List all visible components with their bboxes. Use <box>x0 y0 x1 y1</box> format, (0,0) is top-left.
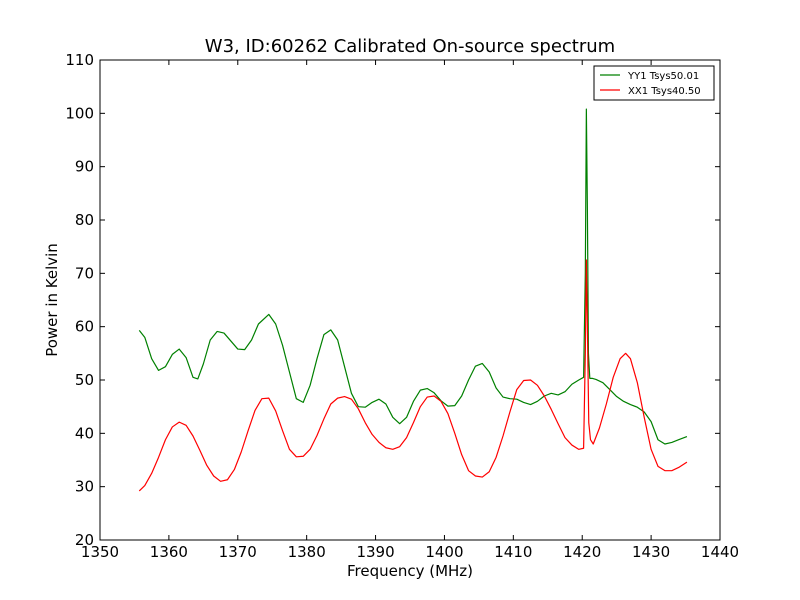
plot-area <box>138 108 688 492</box>
y-tick-label: 70 <box>75 264 94 282</box>
y-tick-label: 100 <box>65 104 94 122</box>
y-tick-label: 30 <box>75 478 94 496</box>
legend: YY1 Tsys50.01 XX1 Tsys40.50 <box>593 65 715 101</box>
x-tick-label: 1440 <box>701 543 739 561</box>
x-tick-label: 1400 <box>425 543 463 561</box>
y-tick-label: 50 <box>75 371 94 389</box>
axis-ticks: 1350 1360 1370 1380 1390 1400 1410 1420 1430 1440… <box>65 51 739 561</box>
y-tick-label: 60 <box>75 318 94 336</box>
x-tick-label: 1360 <box>150 543 188 561</box>
y-axis-label: Power in Kelvin <box>43 243 61 357</box>
x-tick-label: 1350 <box>81 543 119 561</box>
y-tick-label: 110 <box>65 51 94 69</box>
x-tick-label: 1370 <box>219 543 257 561</box>
y-tick-label: 20 <box>75 531 94 549</box>
y-tick-label: 40 <box>75 424 94 442</box>
axes-frame <box>99 59 721 541</box>
series-line-yy1 <box>138 108 688 445</box>
legend-box <box>593 65 715 101</box>
x-tick-label: 1430 <box>632 543 670 561</box>
y-tick-label: 80 <box>75 211 94 229</box>
legend-entry: XX1 Tsys40.50 <box>628 86 701 97</box>
x-axis-label: Frequency (MHz) <box>347 562 473 580</box>
y-tick-label: 90 <box>75 158 94 176</box>
x-tick-label: 1380 <box>288 543 326 561</box>
series-line-xx1 <box>138 259 688 492</box>
x-tick-label: 1390 <box>356 543 394 561</box>
chart-title: W3, ID:60262 Calibrated On-source spectr… <box>205 36 615 57</box>
x-tick-label: 1410 <box>494 543 532 561</box>
legend-entry: YY1 Tsys50.01 <box>627 71 699 82</box>
x-tick-label: 1420 <box>563 543 601 561</box>
